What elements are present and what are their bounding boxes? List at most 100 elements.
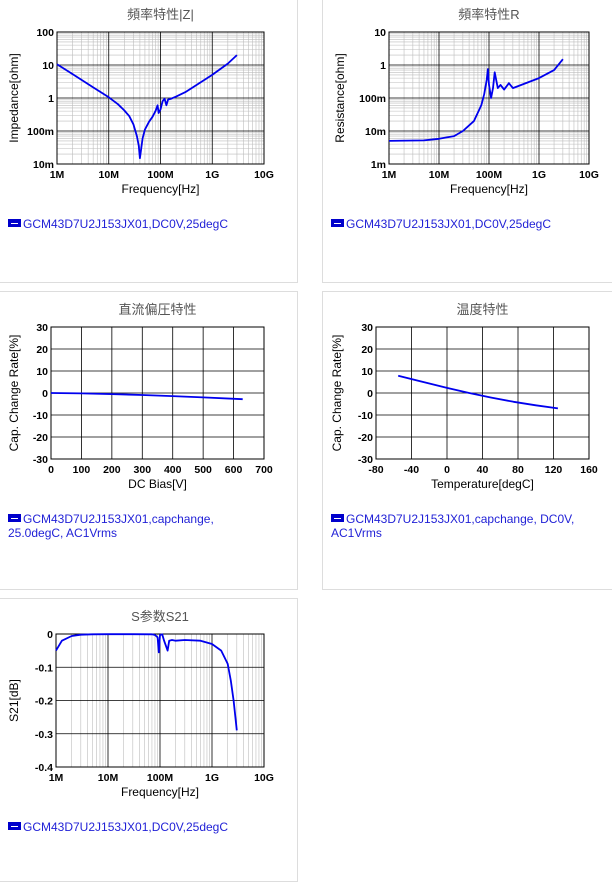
legend-swatch (331, 514, 344, 522)
y-axis-label: S21[dB] (7, 679, 21, 722)
plot-frame (375, 326, 590, 460)
x-tick-label: 120 (545, 464, 563, 476)
chart-title: 頻率特性R (458, 7, 519, 22)
x-tick-label: 1G (532, 169, 546, 181)
x-tick-label: 1M (382, 169, 397, 181)
x-tick-label: 10M (429, 169, 450, 181)
legend-swatch (8, 514, 21, 522)
s21-chart: S参数S21 1M 10M 100M 1G 10G 0 -0.1 -0.2 -0.3 -0.4 Fre… (7, 609, 274, 799)
y-tick-label: 10 (361, 366, 373, 378)
plot-frame (55, 633, 265, 768)
y-tick-label: 100m (27, 126, 54, 138)
y-tick-label: 1m (371, 159, 386, 171)
temperature-panel: 温度特性 -80 -40 0 40 80 120 160 30 20 10 0 -10 -20 -30 Tem… (322, 291, 612, 590)
y-axis-label: Resistance[ohm] (333, 53, 347, 142)
x-axis-label: Frequency[Hz] (121, 182, 199, 196)
legend-label: GCM43D7U2J153JX01,capchange, DC0V, AC1Vr… (331, 512, 575, 540)
y-tick-label: 20 (361, 344, 373, 356)
y-tick-label: 0 (367, 388, 373, 400)
y-tick-label: -10 (33, 410, 48, 422)
x-tick-label: 10G (254, 169, 274, 181)
grid (375, 326, 590, 460)
legend-label: GCM43D7U2J153JX01,capchange, 25.0degC, A… (8, 512, 214, 540)
legend-swatch (8, 822, 21, 830)
legend-label: GCM43D7U2J153JX01,DC0V,25degC (23, 217, 229, 231)
grid (388, 31, 590, 165)
x-axis-label: Frequency[Hz] (121, 785, 199, 799)
y-tick-label: 10 (374, 27, 386, 39)
resistance-legend[interactable]: GCM43D7U2J153JX01,DC0V,25degC (331, 217, 606, 231)
x-tick-label: 1M (50, 169, 65, 181)
resistance-chart: 頻率特性R 1M 10M 100M 1G 10G 10 1 100m 10m 1m Frequency… (333, 7, 599, 196)
series-line (55, 633, 238, 731)
series-line (56, 54, 238, 160)
plot-frame (388, 31, 590, 165)
series-line (50, 392, 243, 401)
y-tick-label: 10m (365, 126, 386, 138)
resistance-panel: 頻率特性R 1M 10M 100M 1G 10G 10 1 100m 10m 1m Frequency… (322, 0, 612, 283)
temperature-legend[interactable]: GCM43D7U2J153JX01,capchange, DC0V, AC1Vr… (331, 512, 603, 540)
y-tick-label: 0 (42, 388, 48, 400)
y-tick-label: 30 (36, 322, 48, 334)
x-tick-label: 10G (579, 169, 599, 181)
chart-title: 直流偏圧特性 (118, 302, 196, 317)
chart-title: 頻率特性|Z| (127, 7, 194, 22)
dcbias-legend[interactable]: GCM43D7U2J153JX01,capchange, 25.0degC, A… (8, 512, 268, 540)
grid (56, 31, 265, 165)
s21-legend[interactable]: GCM43D7U2J153JX01,DC0V,25degC (8, 820, 288, 834)
y-tick-label: 100m (359, 93, 386, 105)
chart-title: 温度特性 (456, 302, 508, 317)
temperature-chart: 温度特性 -80 -40 0 40 80 120 160 30 20 10 0 -10 -20 -30 Tem… (330, 302, 598, 491)
impedance-legend[interactable]: GCM43D7U2J153JX01,DC0V,25degC (8, 217, 288, 231)
x-axis-label: DC Bias[V] (128, 477, 187, 491)
chart-title: S参数S21 (131, 609, 189, 624)
y-tick-label: -20 (358, 432, 373, 444)
x-tick-label: 700 (255, 464, 273, 476)
x-tick-label: 100M (147, 169, 174, 181)
x-tick-label: 600 (225, 464, 243, 476)
x-axis-label: Temperature[degC] (431, 477, 534, 491)
y-tick-label: 30 (361, 322, 373, 334)
x-tick-label: 100M (476, 169, 503, 181)
y-tick-label: 10m (33, 159, 54, 171)
x-tick-label: -80 (368, 464, 383, 476)
y-tick-label: -0.1 (35, 662, 53, 674)
y-tick-label: 1 (380, 60, 386, 72)
y-tick-label: -0.3 (35, 729, 53, 741)
legend-label: GCM43D7U2J153JX01,DC0V,25degC (346, 217, 552, 231)
y-tick-label: 20 (36, 344, 48, 356)
impedance-chart: 頻率特性|Z| 1M 10M 100M 1G 10G 100 10 1 100m 10m Freque… (7, 7, 274, 196)
series-line (388, 58, 564, 142)
series-line (397, 374, 559, 410)
x-tick-label: 300 (134, 464, 152, 476)
x-tick-label: 0 (444, 464, 450, 476)
y-axis-label: Cap. Change Rate[%] (7, 335, 21, 452)
x-tick-label: 40 (477, 464, 489, 476)
y-tick-label: -20 (33, 432, 48, 444)
x-tick-label: 160 (580, 464, 598, 476)
x-tick-label: 500 (194, 464, 212, 476)
x-tick-label: 10M (99, 169, 120, 181)
x-axis-label: Frequency[Hz] (450, 182, 528, 196)
y-tick-label: -30 (358, 454, 373, 466)
impedance-panel: 頻率特性|Z| 1M 10M 100M 1G 10G 100 10 1 100m 10m Freque… (0, 0, 298, 283)
x-tick-label: 100M (147, 772, 174, 784)
x-tick-label: 10M (98, 772, 119, 784)
y-tick-label: 10 (36, 366, 48, 378)
y-tick-label: 100 (36, 27, 54, 39)
x-tick-label: 100 (73, 464, 91, 476)
x-tick-label: -40 (404, 464, 419, 476)
x-tick-label: 1M (49, 772, 64, 784)
x-tick-label: 1G (205, 169, 219, 181)
plot-frame (56, 31, 265, 165)
x-tick-label: 200 (103, 464, 121, 476)
y-axis-label: Impedance[ohm] (7, 53, 21, 142)
legend-swatch (331, 219, 344, 227)
y-tick-label: -30 (33, 454, 48, 466)
x-tick-label: 80 (512, 464, 524, 476)
y-tick-label: 10 (42, 60, 54, 72)
s21-panel: S参数S21 1M 10M 100M 1G 10G 0 -0.1 -0.2 -0.3 -0.4 Fre… (0, 598, 298, 882)
y-tick-label: -10 (358, 410, 373, 422)
y-axis-label: Cap. Change Rate[%] (330, 335, 344, 452)
